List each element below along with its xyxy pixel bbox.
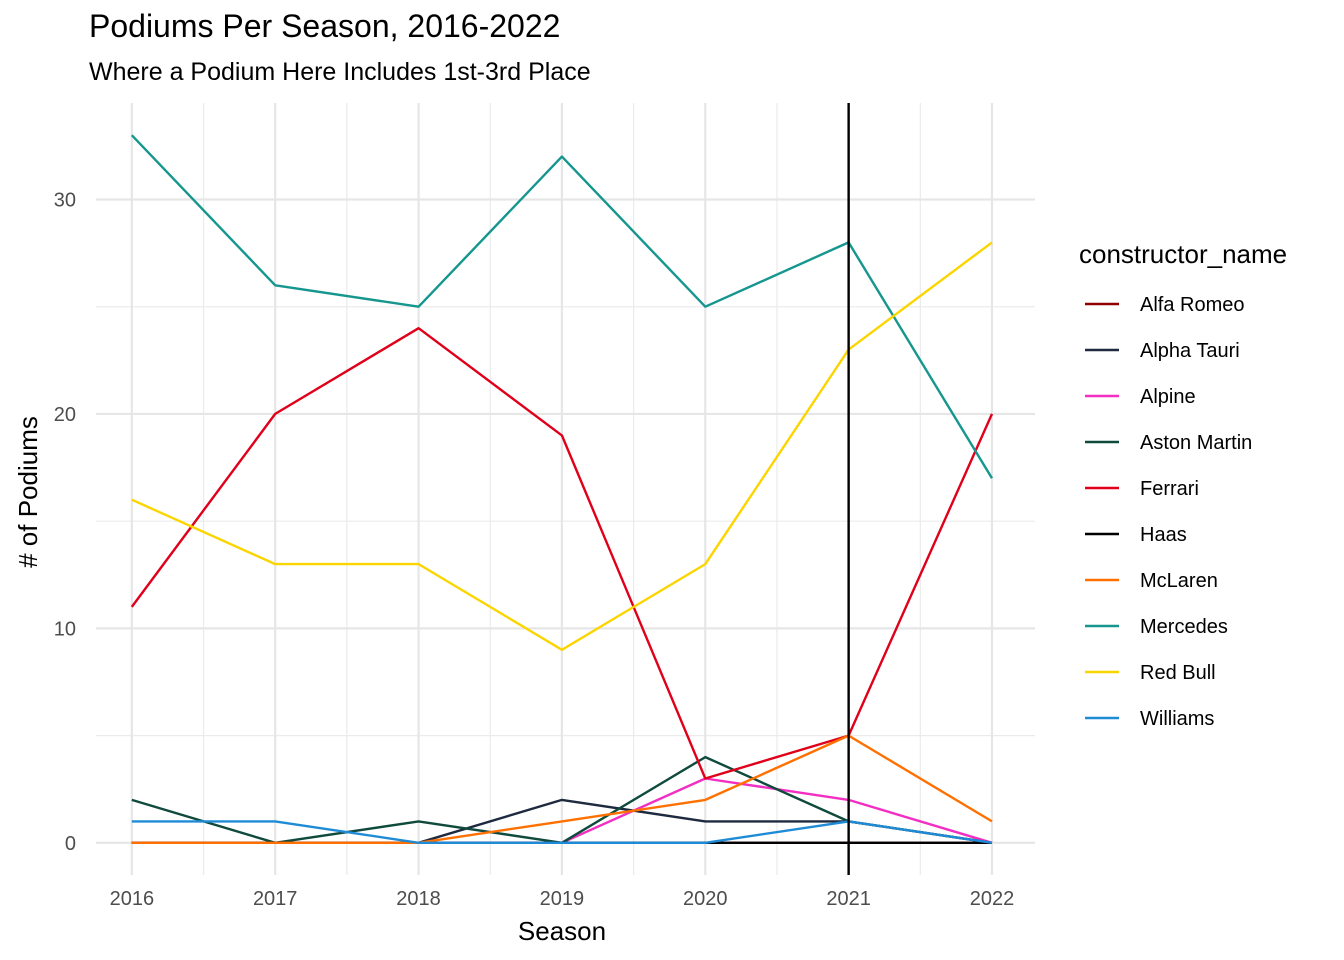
legend-label: Mercedes (1140, 616, 1228, 638)
grid-minor (96, 103, 1035, 875)
legend: Alfa Romeo Alpha Tauri Alpine Aston Martin F… (1085, 294, 1252, 730)
x-tick-label: 2020 (683, 888, 728, 910)
x-tick-label: 2022 (970, 888, 1015, 910)
y-tick-label: 20 (54, 404, 76, 426)
chart-title: Podiums Per Season, 2016-2022 (89, 8, 561, 44)
x-axis-ticks: 2016 2017 2018 2019 2020 2021 2022 (110, 888, 1015, 910)
legend-label: Alpha Tauri (1140, 340, 1240, 362)
chart-subtitle: Where a Podium Here Includes 1st-3rd Pla… (89, 58, 591, 86)
y-tick-label: 0 (65, 833, 76, 855)
x-tick-label: 2016 (110, 888, 155, 910)
grid-major (96, 103, 1035, 875)
legend-label: Red Bull (1140, 662, 1216, 684)
legend-label: Alfa Romeo (1140, 294, 1245, 316)
legend-label: Aston Martin (1140, 432, 1252, 454)
legend-label: Williams (1140, 708, 1214, 730)
legend-title: constructor_name (1079, 239, 1287, 269)
legend-label: Haas (1140, 524, 1187, 546)
x-axis-title: Season (518, 916, 606, 946)
legend-label: Ferrari (1140, 478, 1199, 500)
x-tick-label: 2019 (540, 888, 585, 910)
legend-label: Alpine (1140, 386, 1196, 408)
y-tick-label: 30 (54, 190, 76, 212)
y-axis-title: # of Podiums (13, 416, 43, 568)
x-tick-label: 2017 (253, 888, 298, 910)
x-tick-label: 2021 (826, 888, 871, 910)
y-tick-label: 10 (54, 618, 76, 640)
y-axis-ticks: 0 10 20 30 (54, 190, 76, 855)
legend-label: McLaren (1140, 570, 1218, 592)
x-tick-label: 2018 (396, 888, 441, 910)
